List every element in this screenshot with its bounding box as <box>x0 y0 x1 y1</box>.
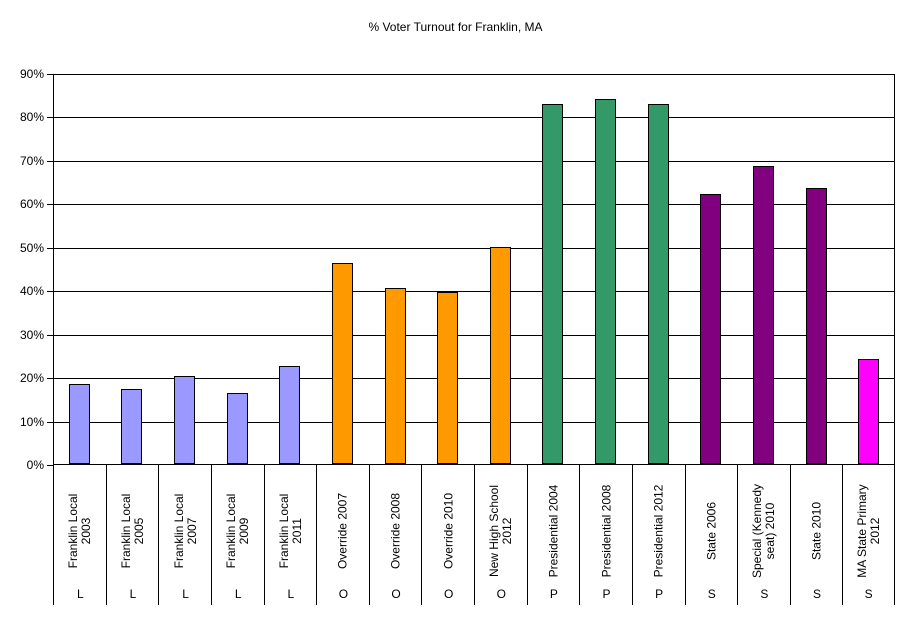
x-category-label: State 2010 <box>809 501 824 561</box>
gridline <box>54 378 894 380</box>
bar[interactable] <box>489 247 511 464</box>
x-category-cell: Presidential 2004 P <box>526 465 581 605</box>
y-tick-mark <box>47 291 53 293</box>
y-tick-label: 0% <box>26 458 44 472</box>
x-category-label: Franklin Local 2009 <box>224 493 252 569</box>
x-category-label: Franklin Local 2005 <box>118 493 146 569</box>
x-category-cell: Franklin Local 2003 L <box>53 465 107 605</box>
x-category-label: Franklin Local 2007 <box>171 493 199 569</box>
x-category-label: Override 2008 <box>388 492 403 570</box>
x-category-cell: Franklin Local 2005 L <box>105 465 160 605</box>
x-axis-category-table: Franklin Local 2003 L Franklin Local 2005 L… <box>53 465 895 605</box>
bar[interactable] <box>595 98 617 464</box>
x-group-code: P <box>549 587 558 601</box>
y-tick-mark <box>47 160 53 162</box>
x-category-cell: MA State Primary 2012 S <box>842 465 895 605</box>
bar[interactable] <box>174 376 196 464</box>
x-category-cell: Franklin Local 2009 L <box>210 465 265 605</box>
gridline <box>54 247 894 249</box>
x-category-label: Override 2010 <box>441 492 456 570</box>
x-category-label: Franklin Local 2011 <box>276 493 304 569</box>
gridline <box>54 291 894 293</box>
x-group-code: S <box>707 587 716 601</box>
y-tick-mark <box>47 247 53 249</box>
y-tick-label: 60% <box>19 197 44 212</box>
x-group-code: O <box>391 587 401 601</box>
y-tick-mark <box>47 378 53 380</box>
x-category-label: Franklin Local 2003 <box>66 493 94 569</box>
y-tick-mark <box>47 465 53 466</box>
bar[interactable] <box>68 384 90 464</box>
x-category-cell: State 2010 S <box>789 465 844 605</box>
x-group-code: P <box>655 587 664 601</box>
x-group-code: S <box>760 587 769 601</box>
y-tick-label: 20% <box>19 371 44 386</box>
x-category-cell: Override 2007 O <box>316 465 370 605</box>
x-category-cell: New High School 2012 O <box>474 465 528 605</box>
y-tick-label: 40% <box>19 284 44 299</box>
bar[interactable] <box>384 287 406 464</box>
x-group-code: O <box>338 587 349 601</box>
x-group-code: L <box>76 587 84 601</box>
gridline <box>54 117 894 119</box>
bar[interactable] <box>700 194 722 464</box>
bar[interactable] <box>437 292 459 464</box>
x-category-label: MA State Primary 2012 <box>854 484 882 578</box>
x-group-code: P <box>602 587 611 601</box>
x-group-code: L <box>234 587 242 601</box>
gridline <box>54 160 894 162</box>
x-category-label: State 2006 <box>704 501 719 561</box>
bar[interactable] <box>805 187 827 464</box>
bar[interactable] <box>121 389 143 464</box>
y-tick-label: 70% <box>19 153 44 168</box>
y-tick-label: 10% <box>19 414 44 429</box>
y-tick-label: 80% <box>19 110 44 125</box>
plot-area <box>53 74 895 465</box>
x-group-code: S <box>813 587 822 601</box>
bar[interactable] <box>647 103 669 464</box>
y-tick-label: 30% <box>19 327 44 342</box>
x-category-label: Special (Kennedy seat) 2010 <box>750 483 778 579</box>
gridline <box>54 334 894 336</box>
x-category-label: Presidential 2008 <box>599 484 614 578</box>
bar[interactable] <box>331 263 353 464</box>
x-category-label: Presidential 2012 <box>651 484 666 578</box>
x-category-label: New High School 2012 <box>487 484 515 578</box>
y-tick-mark <box>47 204 53 206</box>
x-group-code: O <box>496 587 506 601</box>
x-category-label: Presidential 2004 <box>546 484 561 578</box>
x-group-code: L <box>129 587 137 601</box>
x-category-label: Override 2007 <box>335 492 350 570</box>
x-category-cell: Franklin Local 2011 L <box>263 465 318 605</box>
x-category-cell: Special (Kennedy seat) 2010 S <box>737 465 791 605</box>
bar[interactable] <box>752 165 774 464</box>
y-tick-mark <box>47 421 53 423</box>
bar[interactable] <box>279 366 301 464</box>
bar[interactable] <box>226 393 248 464</box>
y-tick-label: 50% <box>19 240 44 255</box>
bar[interactable] <box>858 359 880 464</box>
chart-title: % Voter Turnout for Franklin, MA <box>368 20 543 34</box>
x-category-cell: Override 2010 O <box>421 465 475 605</box>
y-tick-mark <box>47 334 53 336</box>
x-category-cell: Franklin Local 2007 L <box>158 465 212 605</box>
gridline <box>54 421 894 423</box>
y-tick-mark <box>47 117 53 119</box>
x-group-code: S <box>864 587 873 601</box>
x-group-code: L <box>182 587 189 601</box>
x-group-code: O <box>444 587 454 601</box>
x-category-cell: Presidential 2012 P <box>631 465 686 605</box>
bar[interactable] <box>542 103 564 464</box>
x-category-cell: State 2006 S <box>684 465 739 605</box>
x-category-cell: Presidential 2008 P <box>579 465 633 605</box>
x-category-cell: Override 2008 O <box>368 465 423 605</box>
x-group-code: L <box>287 587 295 601</box>
y-tick-mark <box>47 74 53 75</box>
y-tick-label: 90% <box>19 67 44 81</box>
gridline <box>54 204 894 206</box>
